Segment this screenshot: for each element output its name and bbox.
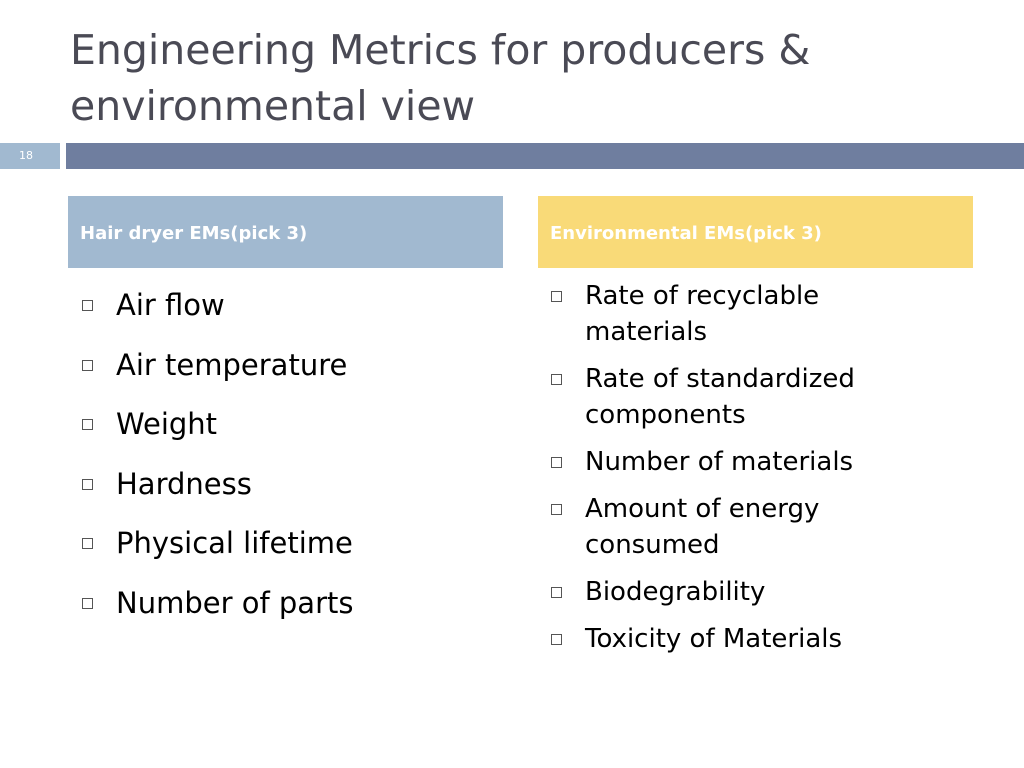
left-bullet-list: Air flow Air temperature Weight Hardness… (82, 286, 522, 643)
list-item-label-line-1: Rate of recyclable (585, 281, 820, 311)
list-item-label: Toxicity of Materials (585, 624, 843, 654)
right-bullet-list: Rate of recyclable materials Rate of stan… (551, 278, 991, 668)
slide-title-line-2: environmental view (70, 82, 476, 130)
list-item-label: Weight (116, 407, 218, 441)
list-item: Toxicity of Materials (551, 621, 991, 657)
list-item: Air temperature (82, 346, 522, 384)
list-item-label-line-2: components (585, 400, 746, 430)
list-item: Number of parts (82, 584, 522, 622)
list-item: Rate of recyclable materials (551, 278, 991, 350)
list-item-label-line-2: consumed (585, 530, 720, 560)
square-bullet-icon (82, 419, 93, 430)
slide-number: 18 (19, 149, 33, 162)
square-bullet-icon (82, 300, 93, 311)
left-column-header-label: Hair dryer EMs(pick 3) (80, 223, 308, 244)
square-bullet-icon (551, 291, 562, 302)
list-item-label: Air flow (116, 288, 225, 322)
slide-title-line-1: Engineering Metrics for producers & (70, 26, 811, 74)
square-bullet-icon (551, 587, 562, 598)
square-bullet-icon (82, 597, 93, 609)
right-column-header-label: Environmental EMs(pick 3) (550, 223, 822, 244)
square-bullet-icon (82, 359, 93, 371)
list-item: Hardness (82, 465, 522, 503)
left-column-header: Hair dryer EMs(pick 3) (68, 196, 503, 268)
square-bullet-icon (82, 538, 93, 549)
title-divider-bar (66, 143, 1024, 169)
square-bullet-icon (551, 457, 562, 468)
list-item: Number of materials (551, 444, 991, 480)
list-item-label: Physical lifetime (116, 526, 353, 560)
list-item-label: Number of parts (116, 585, 354, 620)
list-item: Biodegrability (551, 574, 991, 610)
slide-number-badge: 18 (0, 143, 60, 169)
list-item-label-line-2: materials (585, 317, 708, 347)
list-item: Weight (82, 405, 522, 443)
list-item-label: Biodegrability (585, 577, 766, 607)
slide-title: Engineering Metrics for producers & envi… (70, 22, 1000, 134)
list-item-label: Number of materials (585, 447, 854, 477)
square-bullet-icon (551, 374, 562, 385)
right-column-header: Environmental EMs(pick 3) (538, 196, 973, 268)
list-item: Physical lifetime (82, 524, 522, 562)
list-item-label-line-1: Amount of energy (585, 494, 820, 524)
square-bullet-icon (82, 478, 93, 490)
list-item-label: Hardness (116, 466, 252, 501)
square-bullet-icon (551, 634, 562, 645)
square-bullet-icon (551, 504, 562, 515)
list-item: Rate of standardized components (551, 361, 991, 433)
list-item: Amount of energy consumed (551, 491, 991, 563)
list-item-label-line-1: Rate of standardized (585, 364, 855, 394)
list-item-label: Air temperature (116, 347, 348, 382)
list-item: Air flow (82, 286, 522, 324)
